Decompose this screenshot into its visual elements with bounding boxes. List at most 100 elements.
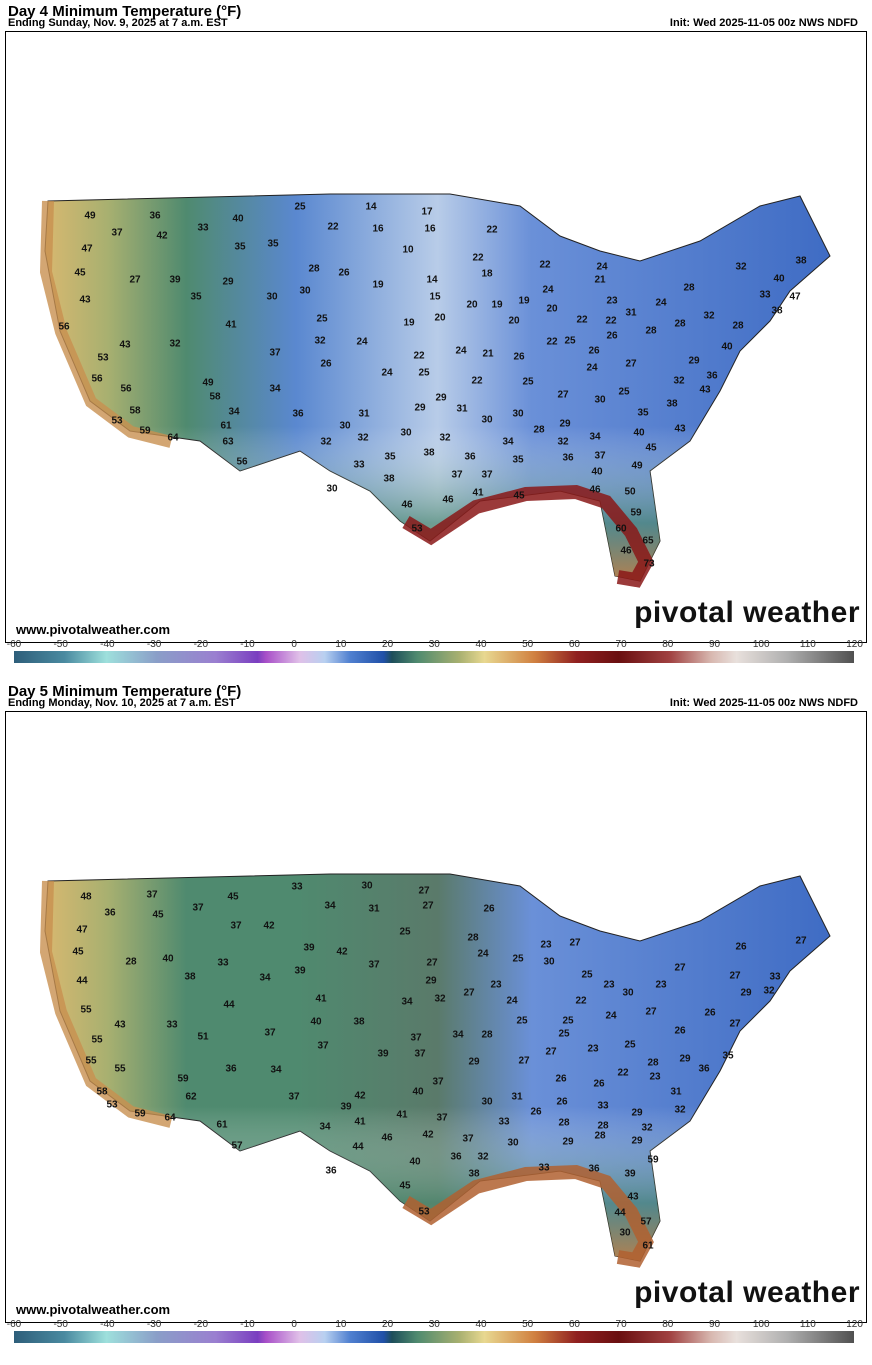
temperature-label: 49 [631, 460, 643, 472]
temperature-label: 29 [425, 975, 437, 987]
temperature-label: 40 [412, 1086, 424, 1098]
temperature-label: 27 [674, 962, 686, 974]
temperature-label: 25 [316, 313, 328, 325]
temperature-label: 38 [468, 1168, 480, 1180]
temperature-label: 24 [356, 336, 368, 348]
west-coast-warm-band [39, 200, 173, 448]
temperature-label: 28 [674, 318, 686, 330]
temperature-label: 32 [320, 436, 332, 448]
temperature-label: 27 [426, 957, 438, 969]
temperature-label: 64 [167, 432, 179, 444]
temperature-label: 27 [645, 1006, 657, 1018]
temperature-label: 25 [564, 335, 576, 347]
temperature-label: 28 [647, 1057, 659, 1069]
temperature-label: 58 [96, 1086, 108, 1098]
temperature-label: 26 [674, 1025, 686, 1037]
temperature-label: 36 [450, 1151, 462, 1163]
colorbar-tick: 10 [335, 639, 347, 650]
temperature-label: 36 [588, 1163, 600, 1175]
temperature-label: 32 [673, 375, 685, 387]
temperature-label: 35 [384, 451, 396, 463]
temperature-label: 27 [729, 1018, 741, 1030]
temperature-label: 26 [735, 941, 747, 953]
temperature-label: 29 [631, 1135, 643, 1147]
temperature-label: 40 [232, 213, 244, 225]
temperature-label: 41 [225, 319, 237, 331]
temperature-label: 39 [294, 965, 306, 977]
temperature-label: 46 [381, 1132, 393, 1144]
west-coast-warm-band [39, 880, 173, 1128]
temperature-label: 28 [683, 282, 695, 294]
temperature-label: 33 [597, 1100, 609, 1112]
temperature-label: 37 [410, 1032, 422, 1044]
temperature-label: 16 [372, 223, 384, 235]
colorbar-tick: -10 [240, 1319, 255, 1330]
temperature-label: 31 [368, 903, 380, 915]
gulf-coast-warm-band [402, 1164, 654, 1268]
temperature-label: 30 [594, 394, 606, 406]
temperature-map [39, 873, 831, 1268]
temperature-label: 29 [679, 1053, 691, 1065]
temperature-label: 24 [506, 995, 518, 1007]
temperature-label: 26 [513, 351, 525, 363]
temperature-label: 65 [642, 535, 654, 547]
temperature-label: 29 [559, 418, 571, 430]
colorbar [14, 651, 854, 663]
temperature-label: 30 [339, 420, 351, 432]
temperature-label: 31 [456, 403, 468, 415]
temperature-label: 46 [442, 494, 454, 506]
temperature-label: 36 [698, 1063, 710, 1075]
temperature-label: 37 [368, 959, 380, 971]
temperature-label: 26 [338, 267, 350, 279]
temperature-label: 25 [624, 1039, 636, 1051]
temperature-label: 39 [303, 942, 315, 954]
temperature-label: 26 [556, 1096, 568, 1108]
temperature-label: 47 [789, 291, 801, 303]
temperature-label: 28 [533, 424, 545, 436]
colorbar-tick: -30 [146, 639, 162, 650]
temperature-label: 19 [491, 299, 503, 311]
colorbar-tick: 20 [382, 639, 394, 650]
colorbar-tick: -10 [240, 639, 255, 650]
temperature-label: 25 [516, 1015, 528, 1027]
temperature-label: 14 [365, 201, 377, 213]
temperature-label: 26 [704, 1007, 716, 1019]
temperature-label: 43 [699, 384, 711, 396]
colorbar-tick: 90 [708, 639, 721, 650]
temperature-label: 57 [231, 1140, 243, 1152]
temperature-label: 55 [91, 1034, 103, 1046]
temperature-label: 25 [581, 969, 593, 981]
temperature-label: 38 [423, 447, 435, 459]
temperature-label: 45 [152, 909, 164, 921]
temperature-label: 27 [795, 935, 807, 947]
temperature-label: 31 [358, 408, 370, 420]
temperature-label: 53 [111, 415, 123, 427]
southern-warm-shading [45, 874, 830, 1261]
temperature-label: 34 [259, 972, 271, 984]
temperature-label: 46 [401, 499, 413, 511]
temperature-label: 24 [477, 948, 489, 960]
temperature-label: 36 [104, 907, 116, 919]
temperature-label: 32 [477, 1151, 489, 1163]
temperature-label: 50 [624, 486, 636, 498]
temperature-label: 40 [773, 273, 785, 285]
temperature-label: 46 [620, 545, 632, 557]
temperature-label: 63 [222, 436, 234, 448]
colorbar-tick: 10 [335, 1319, 347, 1330]
temperature-label: 24 [605, 1010, 617, 1022]
colorbar-tick: 20 [382, 1319, 394, 1330]
temperature-label: 34 [589, 431, 601, 443]
temperature-label: 29 [222, 276, 234, 288]
temperature-label: 64 [164, 1112, 176, 1124]
colorbar-tick: -20 [193, 1319, 209, 1330]
temperature-label: 53 [106, 1099, 118, 1111]
temperature-label: 58 [209, 391, 221, 403]
temperature-label: 36 [562, 452, 574, 464]
temperature-label: 31 [670, 1086, 682, 1098]
temperature-label: 41 [354, 1116, 366, 1128]
temperature-label: 30 [619, 1227, 631, 1239]
site-url: www.pivotalweather.com [16, 1302, 171, 1317]
temperature-label: 56 [58, 321, 70, 333]
temperature-label: 23 [540, 939, 552, 951]
temperature-label: 39 [377, 1048, 389, 1060]
